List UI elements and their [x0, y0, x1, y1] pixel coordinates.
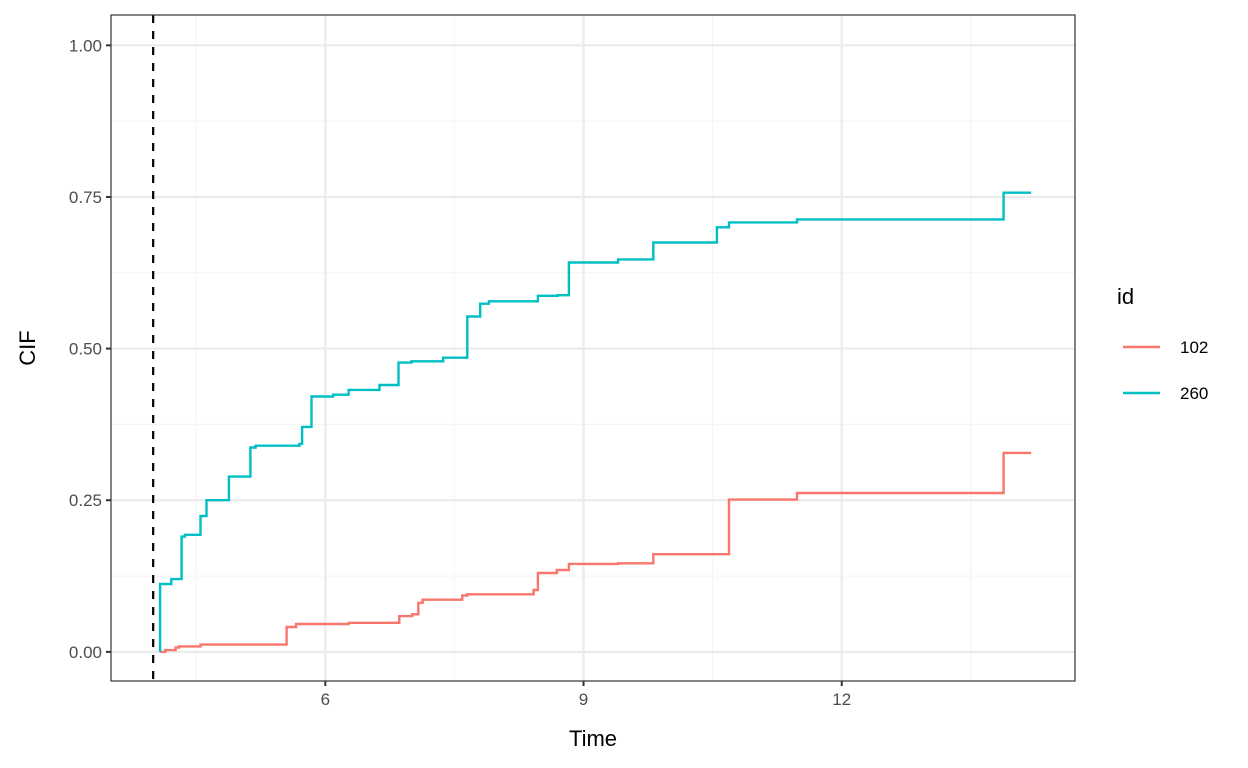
legend-label: 260 — [1180, 384, 1208, 403]
legend-label: 102 — [1180, 338, 1208, 357]
y-tick-label: 0.00 — [69, 643, 102, 662]
legend: id 102 260 — [1117, 284, 1208, 403]
y-tick-label: 0.75 — [69, 188, 102, 207]
x-tick-label: 12 — [832, 690, 851, 709]
y-axis: 0.00 0.25 0.50 0.75 1.00 — [69, 36, 111, 662]
legend-title: id — [1117, 284, 1134, 309]
y-axis-title: CIF — [15, 330, 40, 365]
series-line-102 — [160, 451, 1032, 654]
data-series — [158, 191, 1032, 654]
gridlines — [111, 15, 1075, 681]
y-tick-label: 0.50 — [69, 340, 102, 359]
x-tick-label: 9 — [579, 690, 588, 709]
legend-item-102: 102 — [1123, 338, 1208, 357]
series-line-260 — [158, 191, 1032, 652]
y-tick-label: 1.00 — [69, 36, 102, 55]
legend-item-260: 260 — [1123, 384, 1208, 403]
x-tick-label: 6 — [321, 690, 330, 709]
x-axis: 6 9 12 — [321, 681, 851, 709]
y-tick-label: 0.25 — [69, 491, 102, 510]
x-axis-title: Time — [569, 726, 617, 751]
